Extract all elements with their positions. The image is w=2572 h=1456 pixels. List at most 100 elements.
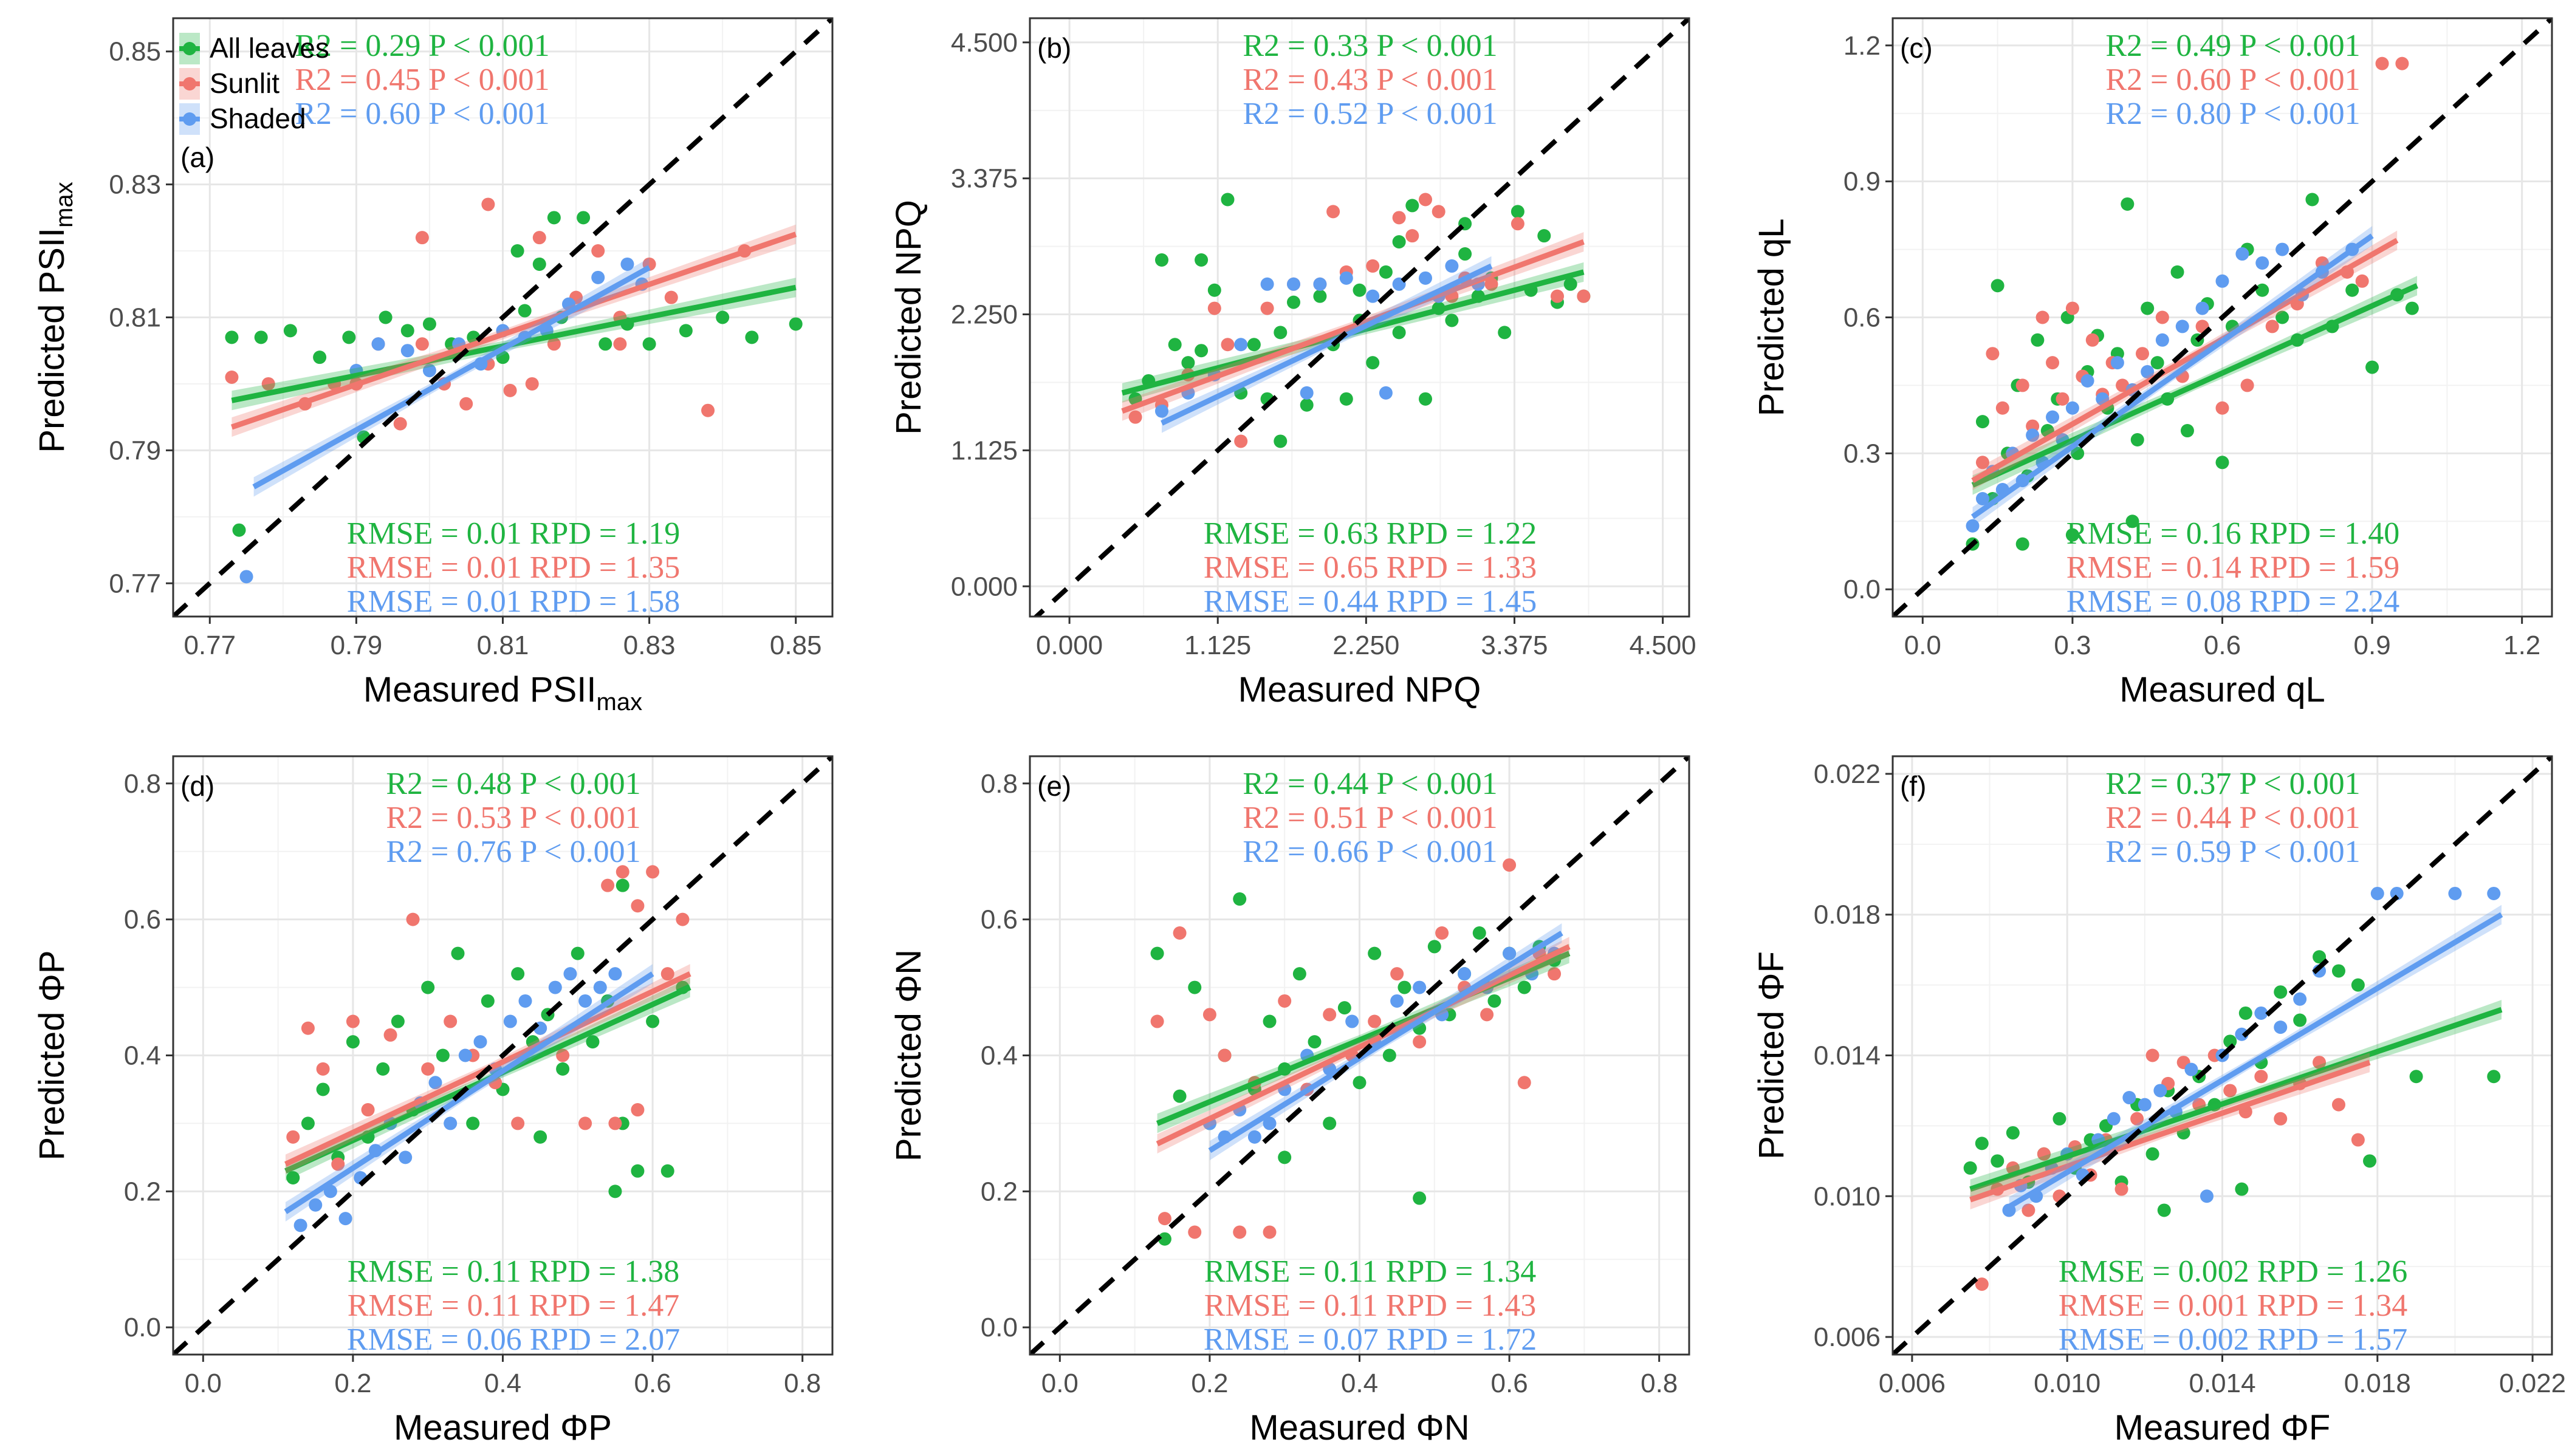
y-axis-title: Predicted ΦF xyxy=(1752,951,1791,1160)
data-point xyxy=(2363,1154,2377,1168)
x-tick-label: 0.0 xyxy=(185,1369,222,1398)
legend-label: All leaves xyxy=(210,32,329,64)
data-point xyxy=(1234,434,1248,448)
data-point xyxy=(1345,1014,1359,1028)
data-point xyxy=(1413,980,1427,994)
rmse-annotation: RMSE = 0.06 RPD = 2.07 xyxy=(347,1322,680,1357)
data-point xyxy=(293,1218,307,1232)
data-point xyxy=(1339,392,1353,406)
data-point xyxy=(2255,283,2269,297)
plot-frame xyxy=(172,17,834,618)
data-point xyxy=(563,967,577,981)
plot-frame xyxy=(1891,755,2553,1356)
x-axis-title: Measured PSIImax xyxy=(363,670,642,716)
y-axis-title: Predicted NPQ xyxy=(889,200,928,435)
data-point xyxy=(1551,289,1564,303)
data-point xyxy=(577,211,591,225)
data-point xyxy=(1435,926,1449,940)
data-point xyxy=(503,1014,517,1028)
data-point xyxy=(1287,295,1300,309)
r2-annotation: R2 = 0.59 P < 0.001 xyxy=(2105,835,2360,869)
x-tick-label: 0.0 xyxy=(1904,631,1941,660)
panel-label: (e) xyxy=(1037,770,1071,802)
x-tick-label: 0.81 xyxy=(477,631,529,660)
data-point xyxy=(1150,1014,1164,1028)
data-point xyxy=(1326,205,1340,219)
data-point xyxy=(1128,410,1142,424)
data-point xyxy=(578,1116,592,1130)
data-point xyxy=(2157,1203,2171,1217)
rmse-annotation: RMSE = 0.07 RPD = 1.72 xyxy=(1204,1322,1537,1357)
data-point xyxy=(2035,310,2049,324)
y-tick-label: 0.4 xyxy=(981,1041,1018,1071)
data-point xyxy=(2215,401,2229,415)
fit-line xyxy=(284,971,654,1214)
x-axis-title: Measured NPQ xyxy=(1238,670,1481,709)
data-point xyxy=(451,946,465,960)
data-point xyxy=(1986,347,2000,361)
rmse-annotation: RMSE = 0.63 RPD = 1.22 xyxy=(1204,516,1537,551)
y-tick-label: 0.006 xyxy=(1814,1322,1881,1352)
series-shaded xyxy=(293,967,622,1232)
panel-label: (f) xyxy=(1900,770,1926,802)
data-point xyxy=(1975,1277,1989,1291)
r2-annotation: R2 = 0.51 P < 0.001 xyxy=(1243,801,1497,835)
x-tick-label: 1.2 xyxy=(2503,631,2540,660)
data-point xyxy=(2215,456,2229,470)
chart-panel-b: 0.000 0.000 1.125 1.125 2.250 2.250 3.375 3.375… xyxy=(889,17,1696,709)
data-point xyxy=(316,1062,330,1076)
data-point xyxy=(1292,967,1306,981)
legend-label: Sunlit xyxy=(210,67,279,99)
data-point xyxy=(608,1116,622,1130)
one-to-one-line xyxy=(1893,756,2552,1355)
rmse-annotation: RMSE = 0.11 RPD = 1.47 xyxy=(348,1288,679,1323)
data-point xyxy=(1300,398,1314,412)
fit-line xyxy=(1161,263,1493,426)
data-point xyxy=(646,1014,660,1028)
data-point xyxy=(1202,1008,1216,1022)
data-point xyxy=(2265,320,2279,333)
data-point xyxy=(2085,333,2099,347)
x-tick-label: 0.2 xyxy=(334,1369,371,1398)
data-point xyxy=(1392,235,1406,249)
data-point xyxy=(591,244,605,258)
rmse-annotation: RMSE = 0.01 RPD = 1.19 xyxy=(347,516,680,551)
data-point xyxy=(1503,946,1517,960)
x-tick-label: 0.4 xyxy=(1341,1369,1378,1398)
data-point xyxy=(2110,356,2124,370)
data-point xyxy=(547,337,561,351)
data-point xyxy=(316,1082,330,1096)
data-point xyxy=(346,1035,360,1049)
data-point xyxy=(571,946,585,960)
x-tick-label: 0.4 xyxy=(484,1369,521,1398)
data-point xyxy=(2065,301,2079,315)
rmse-annotation: RMSE = 0.01 RPD = 1.58 xyxy=(347,584,680,619)
chart-panel-f: 0.006 0.006 0.010 0.010 0.014 0.014 0.018 0.018… xyxy=(1752,755,2566,1447)
data-point xyxy=(660,967,674,981)
data-point xyxy=(2031,333,2045,347)
data-point xyxy=(428,1076,442,1090)
data-point xyxy=(789,317,803,331)
data-point xyxy=(225,330,239,344)
data-point xyxy=(2065,401,2079,415)
panel-label: (a) xyxy=(180,142,214,173)
fit-line xyxy=(1971,238,2399,484)
data-point xyxy=(2006,1126,2020,1140)
data-point xyxy=(338,1212,352,1226)
data-point xyxy=(421,1062,435,1076)
one-to-one-line xyxy=(1032,18,1689,617)
x-tick-label: 0.010 xyxy=(2034,1369,2100,1398)
rmse-annotation: RMSE = 0.16 RPD = 1.40 xyxy=(2066,516,2399,551)
data-point xyxy=(2015,378,2029,392)
data-point xyxy=(2195,301,2209,315)
data-point xyxy=(1260,277,1274,291)
x-tick-label: 0.79 xyxy=(331,631,383,660)
r2-annotation: R2 = 0.53 P < 0.001 xyxy=(386,801,640,835)
data-point xyxy=(620,257,634,271)
data-point xyxy=(608,1184,622,1198)
y-tick-label: 1.125 xyxy=(951,436,1018,465)
data-point xyxy=(254,330,268,344)
data-point xyxy=(1397,980,1411,994)
